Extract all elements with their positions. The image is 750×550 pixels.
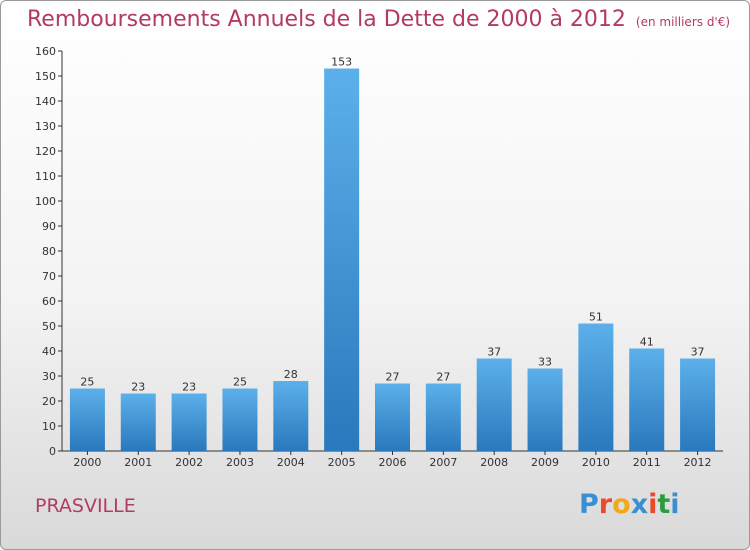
bar	[69, 388, 105, 451]
y-tick-label: 100	[35, 195, 56, 208]
x-tick-label: 2007	[429, 456, 457, 469]
x-tick-label: 2008	[480, 456, 508, 469]
x-tick-label: 2005	[328, 456, 356, 469]
bar	[578, 323, 614, 451]
x-tick-label: 2009	[531, 456, 559, 469]
bar-value-label: 27	[386, 371, 400, 384]
y-tick-label: 0	[49, 445, 56, 458]
y-tick-label: 120	[35, 145, 56, 158]
bar	[324, 68, 360, 451]
commune-name: PRASVILLE	[35, 495, 136, 517]
y-tick-label: 90	[42, 220, 56, 233]
bar	[476, 358, 512, 451]
axes: 0 10 20 30 40 50 60 70 80 90 100 110 120 130 140 150 160…	[35, 45, 723, 469]
title-unit: (en milliers d'€)	[635, 15, 731, 29]
y-tick-label: 80	[42, 245, 56, 258]
y-tick-label: 50	[42, 320, 56, 333]
bar-value-label: 153	[331, 56, 352, 69]
chart-title: Remboursements Annuels de la Dette de 20…	[27, 7, 730, 32]
logo-letter: r	[598, 489, 613, 520]
y-tick-label: 10	[42, 420, 56, 433]
proxiti-logo[interactable]: Proxiti	[579, 489, 680, 520]
y-tick-label: 160	[35, 45, 56, 58]
bar-value-label: 51	[589, 311, 603, 324]
bar	[375, 383, 410, 451]
y-tick-label: 150	[35, 70, 56, 83]
bar	[527, 368, 563, 451]
x-tick-label: 2003	[226, 456, 254, 469]
bars	[69, 68, 716, 451]
y-tick-label: 130	[35, 120, 56, 133]
bar	[120, 393, 156, 451]
x-tick-label: 2011	[633, 456, 661, 469]
y-tick-label: 60	[42, 295, 56, 308]
x-tick-label: 2006	[379, 456, 407, 469]
bar-value-label: 27	[436, 371, 450, 384]
bar-value-label: 37	[691, 346, 705, 359]
bar-value-label: 41	[640, 336, 654, 349]
y-tick-label: 140	[35, 95, 56, 108]
bar	[222, 388, 258, 451]
y-tick-label: 40	[42, 345, 56, 358]
y-tick-label: 20	[42, 395, 56, 408]
bar-value-label: 25	[233, 376, 247, 389]
data-labels: 25 23 23 25 28 153 27 27 37 33 51 41 37	[80, 56, 704, 394]
x-tick-label: 2000	[73, 456, 101, 469]
y-tick-label: 70	[42, 270, 56, 283]
x-tick-label: 2001	[124, 456, 152, 469]
x-tick-label: 2012	[684, 456, 712, 469]
bar-value-label: 25	[80, 376, 94, 389]
logo-letter: i	[648, 489, 658, 520]
bar	[171, 393, 207, 451]
bar-value-label: 37	[487, 346, 501, 359]
bar	[425, 383, 461, 451]
y-tick-label: 110	[35, 170, 56, 183]
bar-value-label: 23	[131, 381, 145, 394]
bar-value-label: 28	[284, 368, 298, 381]
bar	[273, 381, 309, 451]
logo-letter: t	[657, 489, 671, 520]
logo-letter: o	[612, 489, 631, 520]
bar-value-label: 23	[182, 381, 196, 394]
y-tick-label: 30	[42, 370, 56, 383]
x-tick-label: 2004	[277, 456, 305, 469]
title-text: Remboursements Annuels de la Dette de 20…	[27, 7, 626, 32]
bar-value-label: 33	[538, 356, 552, 369]
logo-letter: x	[630, 489, 649, 520]
x-tick-label: 2010	[582, 456, 610, 469]
logo-letter: i	[670, 489, 680, 520]
x-tick-label: 2002	[175, 456, 203, 469]
bar	[629, 348, 665, 451]
logo-letter: P	[579, 489, 599, 520]
bar	[680, 358, 716, 451]
